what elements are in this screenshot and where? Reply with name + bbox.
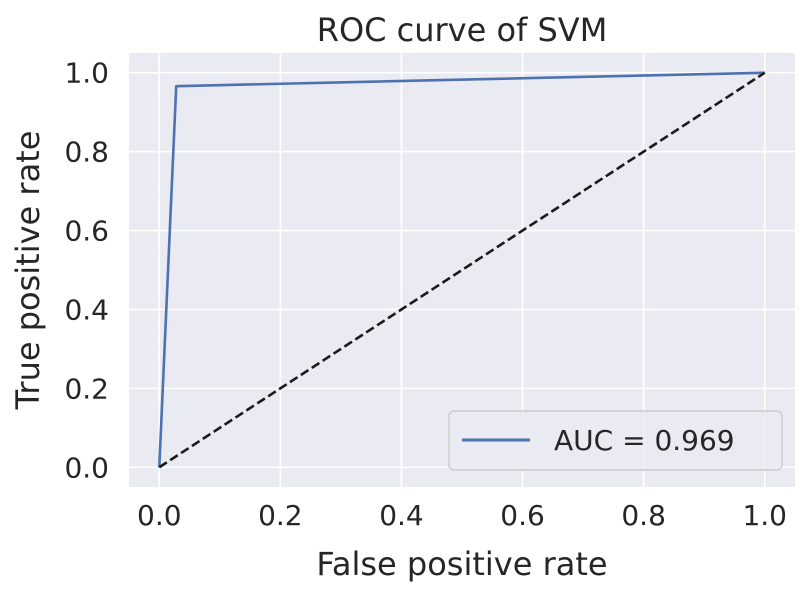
y-axis-label: True positive rate: [9, 131, 47, 411]
y-tick-label: 0.6: [64, 215, 109, 248]
y-tick-label: 0.0: [64, 451, 109, 484]
x-tick-label: 0.2: [258, 499, 303, 532]
x-tick-labels: 0.0 0.2 0.4 0.6 0.8 1.0: [137, 499, 787, 532]
diagonal-reference-line: [158, 71, 766, 469]
series-layer: [157, 71, 766, 469]
x-tick-label: 0.0: [137, 499, 182, 532]
y-tick-label: 1.0: [64, 57, 109, 90]
legend-box: [448, 410, 783, 471]
x-tick-label: 0.6: [500, 499, 545, 532]
grid-lines: [129, 53, 795, 487]
x-tick-label: 0.4: [379, 499, 424, 532]
y-tick-label: 0.4: [64, 293, 109, 326]
legend: AUC = 0.969: [448, 410, 783, 471]
x-tick-label: 1.0: [742, 499, 787, 532]
roc-curve-line: [157, 71, 765, 468]
x-axis-label: False positive rate: [316, 545, 607, 583]
y-tick-label: 0.2: [64, 372, 109, 405]
y-tick-label: 0.8: [64, 136, 109, 169]
legend-entry-label: AUC = 0.969: [554, 424, 735, 457]
x-tick-label: 0.8: [621, 499, 666, 532]
y-tick-labels: 0.0 0.2 0.4 0.6 0.8 1.0: [64, 57, 109, 485]
chart-title: ROC curve of SVM: [317, 11, 608, 49]
